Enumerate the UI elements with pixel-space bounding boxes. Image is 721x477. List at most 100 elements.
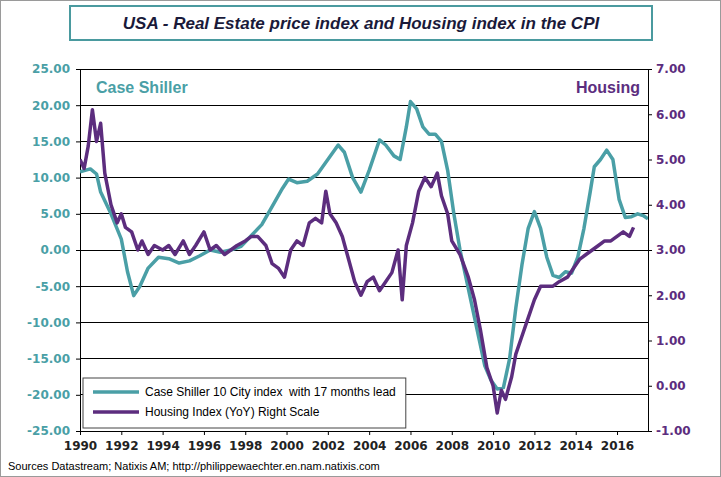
x-axis-tick: 2012 bbox=[518, 431, 551, 453]
title: USA - Real Estate price index and Housin… bbox=[123, 14, 601, 33]
grid-line bbox=[80, 141, 648, 142]
x-axis-tick-mark bbox=[369, 431, 370, 435]
y2-axis-tick: 3.00 bbox=[648, 243, 686, 257]
x-axis-tick: 1996 bbox=[188, 431, 221, 453]
legend-swatch bbox=[93, 390, 139, 394]
y-axis-title: Case Shiller bbox=[96, 79, 188, 96]
y2-axis-title: Housing bbox=[576, 79, 640, 96]
y-axis-tick-mark bbox=[76, 395, 80, 396]
y-axis-tick-label: 20.00 bbox=[32, 99, 70, 113]
x-axis-tick-label: 2006 bbox=[394, 439, 427, 453]
x-axis-tick-label: 2000 bbox=[270, 439, 303, 453]
y-axis-tick: 0.00 bbox=[40, 243, 80, 257]
y-axis-tick-mark bbox=[76, 105, 80, 106]
y2-axis-tick-label: -1.00 bbox=[656, 424, 691, 438]
y2-axis-tick-mark bbox=[648, 114, 652, 115]
x-axis-tick-label: 2004 bbox=[353, 439, 386, 453]
x-axis-tick-mark bbox=[534, 431, 535, 435]
x-axis-tick: 2002 bbox=[312, 431, 345, 453]
y2-axis-tick: 7.00 bbox=[648, 62, 686, 76]
y-axis-tick-label: -20.00 bbox=[27, 388, 70, 402]
grid-line bbox=[80, 105, 648, 106]
x-axis-tick-label: 2010 bbox=[477, 439, 510, 453]
x-axis-tick-label: 2008 bbox=[436, 439, 469, 453]
y2-axis-tick: 2.00 bbox=[648, 289, 686, 303]
y2-axis-tick: 4.00 bbox=[648, 198, 686, 212]
x-axis-tick-mark bbox=[204, 431, 205, 435]
y2-axis-tick: 5.00 bbox=[648, 153, 686, 167]
y-axis-tick-mark bbox=[76, 69, 80, 70]
y2-axis-tick-mark bbox=[648, 295, 652, 296]
y-axis-tick-mark bbox=[76, 359, 80, 360]
x-axis-tick: 1990 bbox=[64, 431, 97, 453]
y2-axis-tick-mark bbox=[648, 160, 652, 161]
y2-axis-tick-mark bbox=[648, 431, 652, 432]
chart-border bbox=[1, 1, 721, 477]
y-axis-tick-label: 15.00 bbox=[32, 135, 70, 149]
x-axis-tick: 2006 bbox=[394, 431, 427, 453]
x-axis-tick: 2008 bbox=[436, 431, 469, 453]
chart-svg: USA - Real Estate price index and Housin… bbox=[0, 0, 721, 477]
y-axis-tick-label: 10.00 bbox=[32, 171, 70, 185]
y2-axis-tick: 6.00 bbox=[648, 108, 686, 122]
x-axis-tick-mark bbox=[121, 431, 122, 435]
y-axis-tick: 10.00 bbox=[32, 171, 80, 185]
y2-axis-tick-label: 6.00 bbox=[656, 108, 686, 122]
y-axis-line bbox=[80, 70, 81, 432]
x-axis-tick: 2000 bbox=[270, 431, 303, 453]
x-axis-tick-label: 1994 bbox=[146, 439, 179, 453]
x-axis-tick-mark bbox=[576, 431, 577, 435]
y-axis-tick: -25.00 bbox=[27, 424, 80, 438]
y2-axis-tick-label: 2.00 bbox=[656, 289, 686, 303]
x-axis: 1990199219941996199820002002200420062008… bbox=[64, 431, 649, 453]
plot: -25.00 -20.00 -15.00 -10.00 -5.00 0.00 5.00 10.… bbox=[27, 62, 691, 452]
y2-axis-tick-label: 7.00 bbox=[656, 62, 686, 76]
x-axis-tick-mark bbox=[452, 431, 453, 435]
x-axis-tick: 2010 bbox=[477, 431, 510, 453]
y2-axis-tick-label: 1.00 bbox=[656, 334, 686, 348]
legend-label: Case Shiller 10 City index with 17 month… bbox=[145, 385, 396, 399]
y-axis-tick-label: 5.00 bbox=[40, 207, 70, 221]
y-axis-tick: 5.00 bbox=[40, 207, 80, 221]
legend-swatch bbox=[93, 410, 139, 414]
y-axis-tick-mark bbox=[76, 178, 80, 179]
x-axis-tick-label: 2016 bbox=[601, 439, 634, 453]
y-axis: -25.00 -20.00 -15.00 -10.00 -5.00 0.00 5.00 10.… bbox=[27, 62, 80, 438]
chart-container: USA - Real Estate price index and Housin… bbox=[0, 0, 721, 477]
x-axis-tick: 2004 bbox=[353, 431, 386, 453]
x-axis-tick-label: 2012 bbox=[518, 439, 551, 453]
y-axis-tick-mark bbox=[76, 286, 80, 287]
y2-axis-tick-label: 4.00 bbox=[656, 198, 686, 212]
series-line bbox=[80, 102, 648, 389]
x-axis-tick-mark bbox=[245, 431, 246, 435]
y-axis-tick-label: -15.00 bbox=[27, 352, 70, 366]
x-axis-tick-mark bbox=[287, 431, 288, 435]
y2-axis-tick: -1.00 bbox=[648, 424, 691, 438]
y2-axis-tick-mark bbox=[648, 205, 652, 206]
y-axis-tick-label: -5.00 bbox=[35, 280, 70, 294]
series-lines bbox=[80, 102, 648, 413]
y-axis-tick: -20.00 bbox=[27, 388, 80, 402]
x-axis-tick: 1992 bbox=[105, 431, 138, 453]
grid-line bbox=[80, 177, 648, 178]
grid-line bbox=[80, 358, 648, 359]
series-line bbox=[80, 110, 634, 413]
y-axis-tick: -15.00 bbox=[27, 352, 80, 366]
y-axis-tick: 15.00 bbox=[32, 135, 80, 149]
x-axis-tick-mark bbox=[163, 431, 164, 435]
x-axis-tick-label: 1992 bbox=[105, 439, 138, 453]
x-axis-tick-label: 1990 bbox=[64, 439, 97, 453]
grid-line bbox=[80, 322, 648, 323]
grid-line bbox=[80, 431, 648, 432]
y2-axis-tick-label: 5.00 bbox=[656, 153, 686, 167]
grid-line bbox=[80, 213, 648, 214]
y2-axis-tick: 1.00 bbox=[648, 334, 686, 348]
y-axis-tick: -10.00 bbox=[27, 316, 80, 330]
y2-axis-tick: 0.00 bbox=[648, 379, 686, 393]
x-axis-line bbox=[81, 431, 649, 432]
x-axis-tick-label: 2002 bbox=[312, 439, 345, 453]
x-axis-tick-label: 2014 bbox=[560, 439, 593, 453]
x-axis-tick: 2016 bbox=[601, 431, 634, 453]
title-box bbox=[70, 6, 652, 40]
y-axis-tick-mark bbox=[76, 322, 80, 323]
